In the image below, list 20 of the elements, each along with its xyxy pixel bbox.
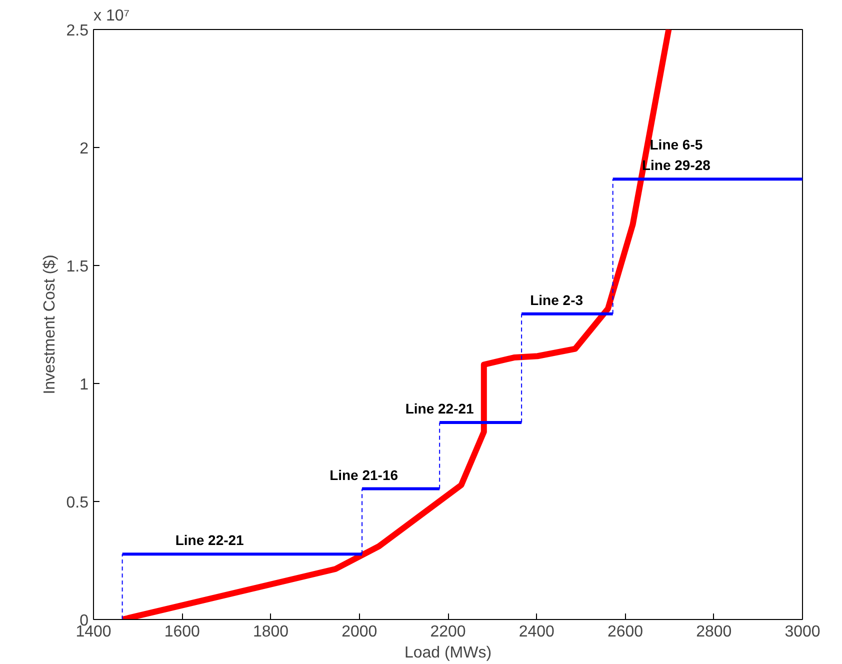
y-tick-label: 1.5: [66, 258, 89, 276]
y-tick-label: 2: [80, 140, 89, 158]
annotation: Line 2-3: [530, 292, 584, 308]
annotation: Line 22-21: [175, 532, 244, 548]
x-tick-label: 2200: [430, 624, 466, 640]
y-tick-label: 1: [80, 376, 89, 394]
x-tick-label: 3000: [784, 624, 820, 640]
x-tick-label: 2600: [607, 624, 644, 640]
x-tick-label: 2000: [342, 624, 378, 640]
annotation: Line 21-16: [330, 466, 398, 483]
y-axis-title: Investment Cost ($): [41, 254, 58, 394]
x-tick-label: 1800: [252, 624, 289, 640]
y-tick-label: 0.5: [66, 494, 89, 512]
annotation: Line 22-21: [405, 400, 474, 416]
y-tick-label: 2.5: [66, 22, 89, 40]
x-tick-label: 1600: [164, 624, 200, 640]
x-tick-label: 2400: [518, 624, 555, 640]
text: x 10⁷: [94, 8, 130, 24]
x-tick-label: 2800: [696, 624, 732, 640]
x-axis-title: Load (MWs): [404, 644, 492, 662]
